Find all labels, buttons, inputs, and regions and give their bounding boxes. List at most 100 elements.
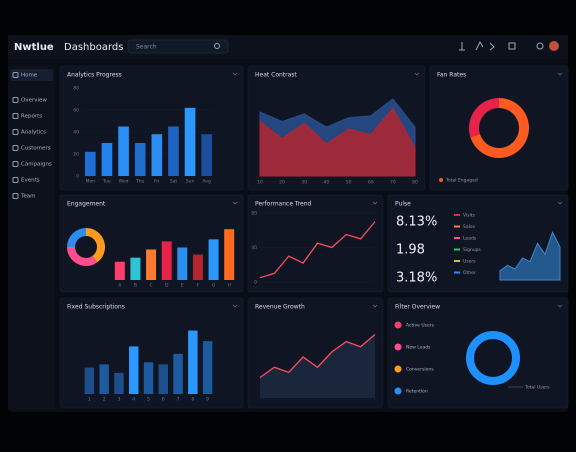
panel-title: Filter Overview	[395, 304, 440, 311]
bar	[84, 367, 95, 394]
panel-title: Engagement	[67, 201, 106, 208]
bar	[188, 330, 198, 394]
line-area	[260, 334, 375, 398]
bar	[202, 341, 213, 394]
panel-menu	[232, 201, 238, 205]
panel-title: Heat Contrast	[255, 72, 297, 79]
panel	[387, 297, 569, 409]
legend-label: Signups	[463, 247, 482, 253]
x-tick-label: 60	[368, 180, 374, 186]
area	[499, 231, 561, 281]
sidebar-item[interactable]: Analytics	[21, 130, 46, 136]
x-tick-label: E	[181, 283, 184, 289]
legend-swatch	[454, 225, 460, 228]
bar	[101, 143, 113, 176]
x-tick-label: Sun	[186, 179, 195, 185]
y-tick-label: 80	[251, 211, 257, 217]
x-tick-label: 70	[390, 180, 396, 186]
legend-dot	[439, 178, 443, 182]
x-tick-label: Tue	[102, 179, 111, 185]
sidebar-item[interactable]: Home	[21, 73, 38, 79]
legend-label: Visits	[463, 213, 476, 219]
line	[259, 221, 376, 279]
sidebar-item[interactable]: Team	[20, 194, 36, 200]
list-label: Active Users	[406, 323, 435, 329]
panel-title: Pulse	[395, 201, 411, 208]
x-tick-label: B	[134, 283, 137, 289]
logo[interactable]: Nwtlue	[14, 42, 54, 53]
donut-segment	[86, 228, 106, 263]
bar	[118, 126, 129, 176]
x-tick-label: 2	[103, 397, 106, 403]
panel-title: Analytics Progress	[67, 72, 122, 79]
x-tick-label: 1	[88, 397, 91, 403]
panel	[429, 65, 569, 191]
x-tick-label: 3	[118, 397, 121, 403]
bar	[130, 257, 141, 280]
panel-title: Fixed Subscriptions	[67, 304, 125, 311]
legend-label: Leads	[463, 236, 477, 242]
bar	[146, 249, 157, 280]
legend-swatch	[454, 260, 460, 262]
panel-menu	[414, 72, 420, 76]
search-box[interactable]	[127, 39, 229, 54]
bar	[151, 134, 163, 176]
icon-chart[interactable]	[475, 40, 484, 51]
x-tick-label: 10	[257, 180, 263, 186]
list-dot	[394, 321, 402, 329]
bar	[99, 364, 109, 394]
icon-filter[interactable]	[459, 42, 465, 51]
search-placeholder: Search	[136, 44, 157, 51]
icon-share[interactable]	[489, 42, 495, 51]
sidebar-icon	[12, 177, 19, 183]
legend-swatch	[454, 214, 460, 216]
avatar[interactable]	[549, 41, 559, 51]
panel-title: Revenue Growth	[255, 304, 305, 311]
x-tick-label: Thu	[135, 179, 145, 185]
header-icons	[459, 40, 544, 51]
search-icon[interactable]	[214, 43, 220, 49]
list-label: Conversions	[406, 367, 434, 373]
x-tick-label: C	[149, 283, 152, 289]
panel-menu	[557, 201, 563, 205]
bar	[158, 364, 169, 394]
sidebar-item[interactable]: Campaigns	[21, 162, 52, 168]
sidebar-icon	[12, 97, 19, 103]
icon-settings[interactable]	[536, 42, 544, 50]
x-tick-label: Fri	[154, 179, 159, 185]
legend-label: Total Users	[524, 385, 550, 391]
y-tick-label: 0	[254, 280, 257, 286]
sidebar-icon	[12, 161, 19, 167]
sidebar-item[interactable]: Reports	[21, 114, 42, 120]
panel-title: Performance Trend	[255, 201, 312, 208]
legend-swatch	[454, 237, 460, 239]
sidebar-item[interactable]: Overview	[21, 98, 47, 104]
panel-menu	[232, 72, 238, 76]
sidebar-item[interactable]: Customers	[21, 146, 51, 152]
sidebar-item[interactable]: Events	[21, 178, 40, 184]
panel-menu	[372, 201, 378, 205]
bar	[173, 353, 183, 394]
x-tick-label: Wed	[119, 179, 129, 185]
header-bar	[8, 35, 568, 59]
panel	[247, 194, 384, 293]
x-tick-label: Sat	[170, 179, 178, 185]
donut-segment	[470, 98, 529, 159]
bar	[168, 126, 179, 176]
x-tick-label: 7	[177, 397, 180, 403]
icon-message[interactable]	[508, 42, 516, 50]
x-tick-label: 8	[191, 397, 194, 403]
list-label: New Leads	[406, 345, 431, 351]
panel-menu	[557, 72, 563, 76]
donut-ring	[466, 331, 520, 385]
bar	[114, 372, 124, 394]
sidebar	[8, 66, 55, 410]
x-tick-label: Avg	[203, 179, 211, 185]
list-dot	[394, 343, 402, 351]
bar	[134, 143, 146, 176]
y-tick-label: 0	[76, 174, 79, 180]
donut-segment	[468, 98, 499, 138]
donut-segment	[67, 228, 86, 247]
